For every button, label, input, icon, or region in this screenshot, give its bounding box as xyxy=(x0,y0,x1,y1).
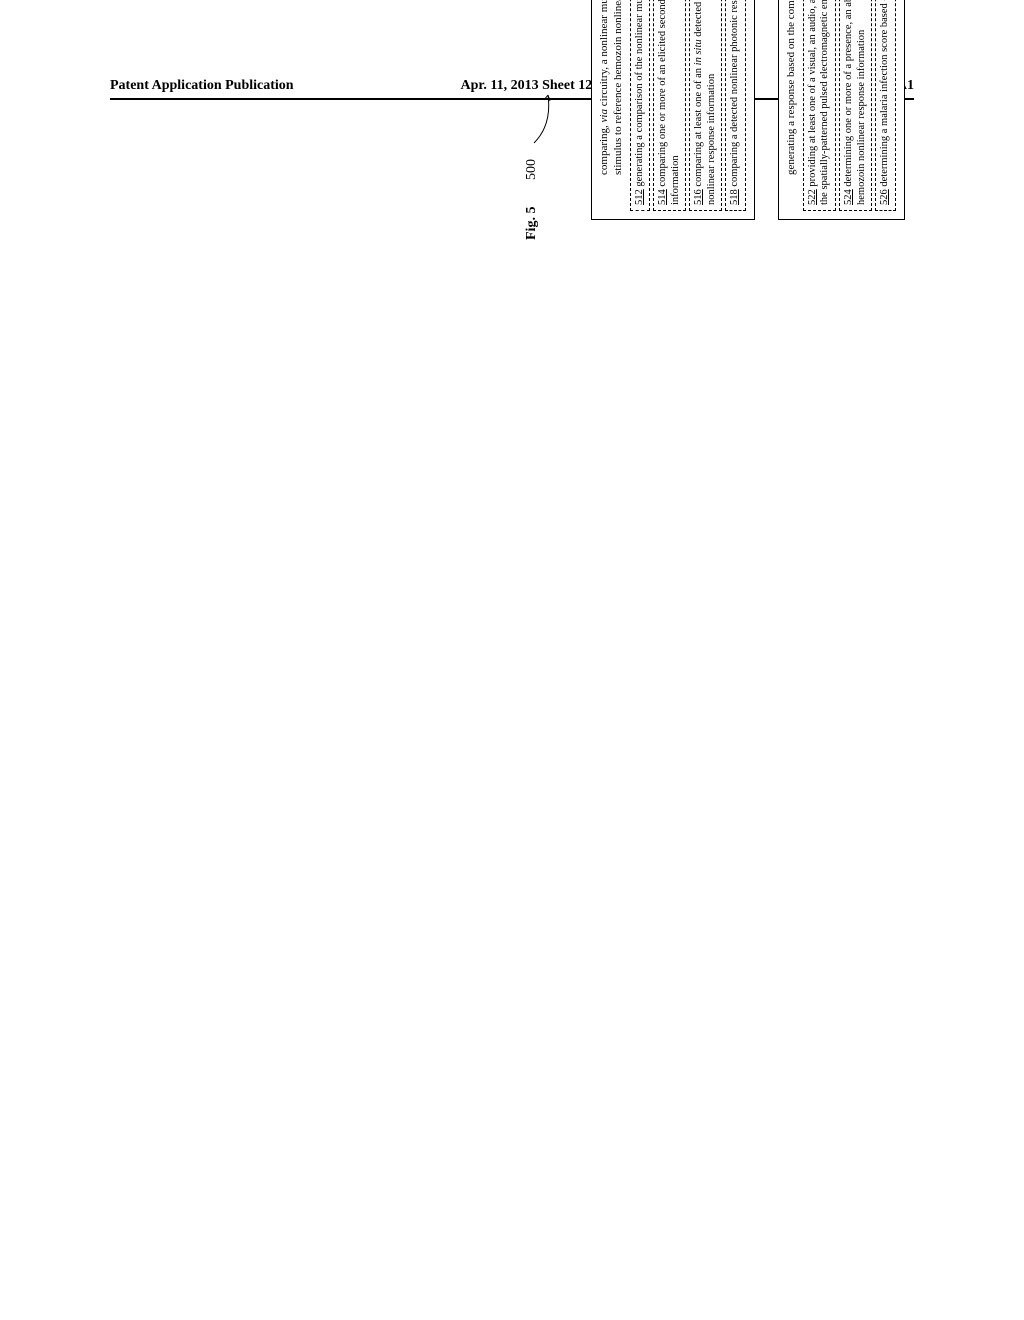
sub-516-ref: 516 xyxy=(693,189,704,205)
sub-518-text: comparing a detected nonlinear photonic … xyxy=(729,0,740,189)
sub-526: 526 determining a malaria infection scor… xyxy=(875,0,896,211)
sub-518: 518 comparing a detected nonlinear photo… xyxy=(725,0,746,211)
figure-ref-500: 500 xyxy=(524,159,540,180)
step-510-box: 510 comparing, via circuitry, a nonlinea… xyxy=(591,0,755,220)
sub-524-text: determining one or more of a presence, a… xyxy=(843,0,867,205)
sub-512: 512 generating a comparison of the nonli… xyxy=(630,0,651,211)
sub-514-ref: 514 xyxy=(657,189,668,205)
patent-page: Patent Application Publication Apr. 11, … xyxy=(0,0,1024,1320)
flowchart-figure-5: Fig. 5 500 Start 510 comparing, via circ… xyxy=(552,0,944,240)
step-520-box: 520 generating a response based on the c… xyxy=(778,0,905,220)
sub-512-ref: 512 xyxy=(634,189,645,205)
sub-524-ref: 524 xyxy=(843,189,854,205)
header-left: Patent Application Publication xyxy=(110,78,294,94)
arrow-icon xyxy=(532,85,560,145)
sub-522-ref: 522 xyxy=(807,189,818,205)
figure-label: Fig. 5 xyxy=(524,207,540,240)
sub-526-ref: 526 xyxy=(879,189,890,205)
step-510-text: comparing, via circuitry, a nonlinear mu… xyxy=(598,0,626,211)
sub-522-text: providing at least one of a visual, an a… xyxy=(807,0,831,205)
sub-514-text: comparing one or more of an elicited sec… xyxy=(657,0,681,205)
step-510-main-text: comparing, via circuitry, a nonlinear mu… xyxy=(598,0,624,175)
sub-512-text: generating a comparison of the nonlinear… xyxy=(634,0,645,189)
sub-526-text: determining a malaria infection score ba… xyxy=(879,0,890,189)
sub-524: 524 determining one or more of a presenc… xyxy=(839,0,872,211)
sub-514: 514 comparing one or more of an elicited… xyxy=(653,0,686,211)
flowchart-column: Start 510 comparing, via circuitry, a no… xyxy=(552,0,944,240)
sub-516: 516 comparing at least one of an in situ… xyxy=(689,0,722,211)
sub-516-text: comparing at least one of an in situ det… xyxy=(693,0,717,205)
sub-518-ref: 518 xyxy=(729,189,740,205)
step-520-text: generating a response based on the compa… xyxy=(785,0,799,211)
sub-522: 522 providing at least one of a visual, … xyxy=(803,0,836,211)
